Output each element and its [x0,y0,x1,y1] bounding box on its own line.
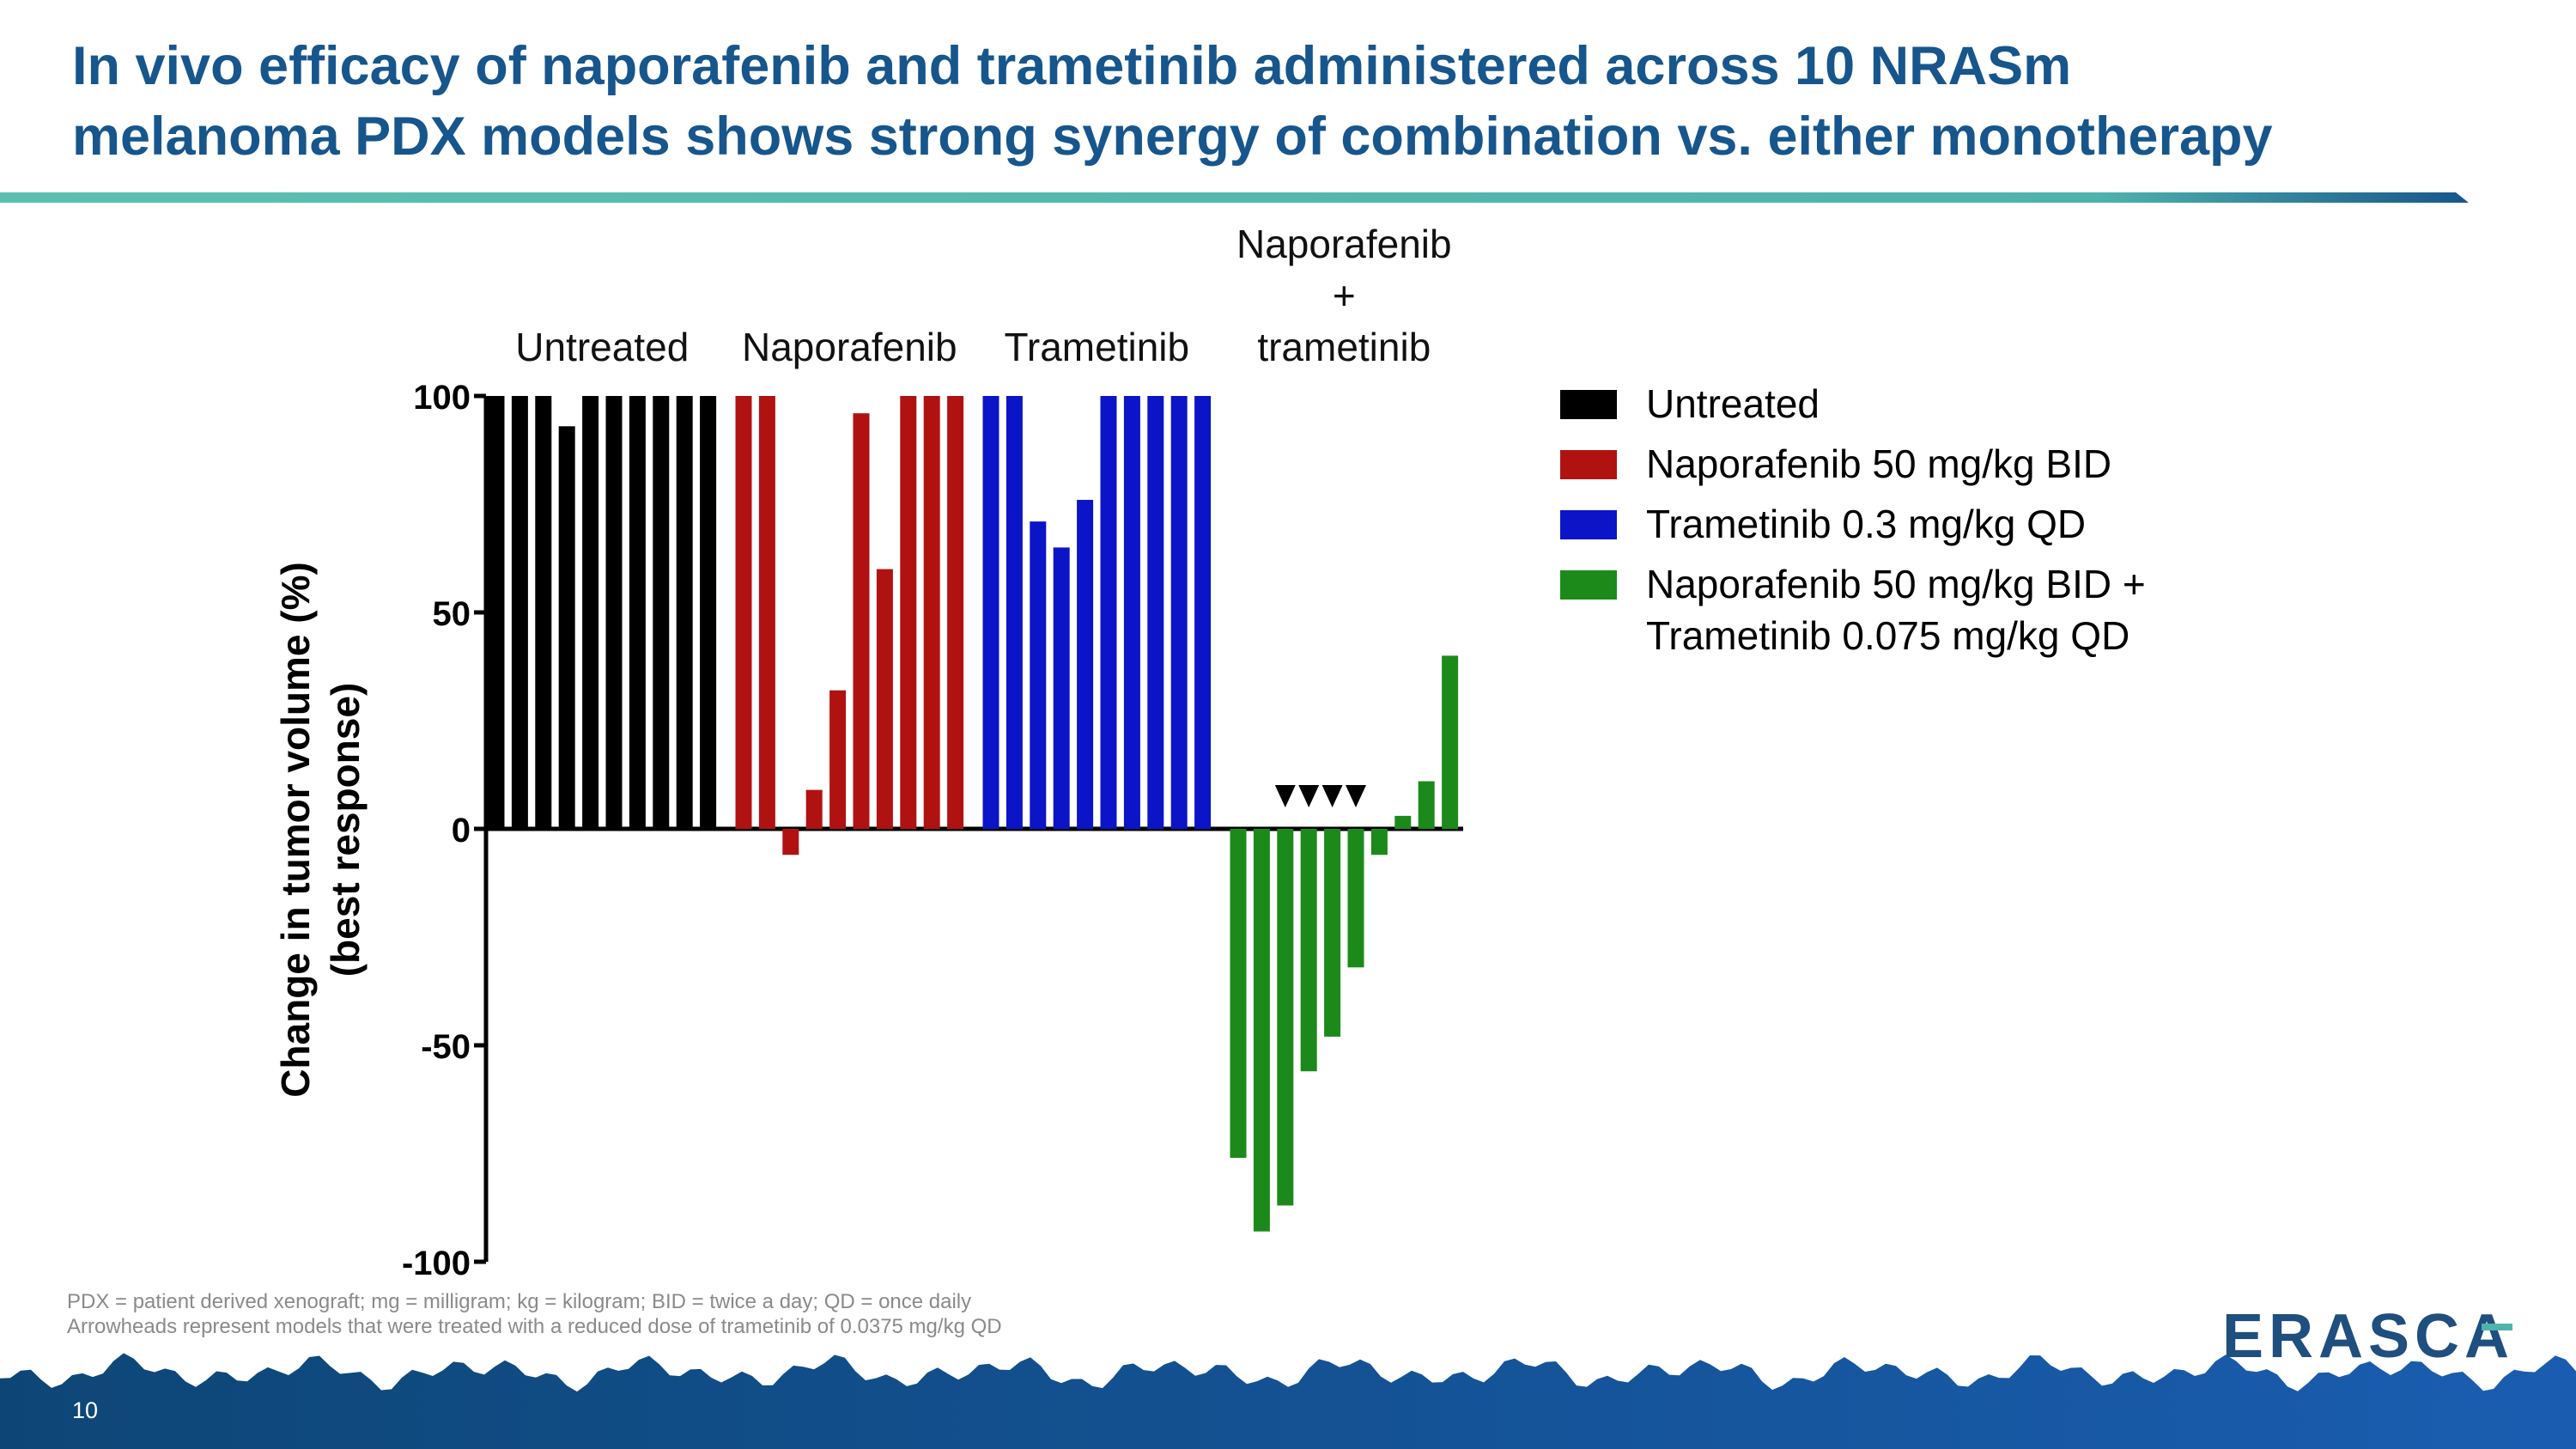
bar [805,789,823,829]
bar [876,569,893,829]
legend-label: Naporafenib 50 mg/kg BID [1646,441,2112,486]
header-rule [0,192,2469,203]
bar [947,396,964,829]
bar [535,396,552,829]
title-line: melanoma PDX models shows strong synergy… [72,107,2273,167]
bar [1370,829,1388,855]
bar [735,396,752,829]
y-axis-label: Change in tumor volume (%) (best response… [273,562,368,1098]
footer-band [0,1353,2576,1449]
bar [829,690,847,829]
bar [629,396,646,829]
legend-swatch [1560,390,1617,419]
group-label: Naporafenib [742,325,957,369]
group-label: Untreated [515,325,689,369]
bar [1300,829,1317,1072]
y-axis-label-line: Change in tumor volume (%) [273,562,318,1098]
legend-entry: Naporafenib 50 mg/kg BID [1560,438,2247,490]
bar [1100,396,1117,829]
bar [676,396,693,829]
bar [1230,829,1247,1159]
legend-swatch [1560,450,1617,479]
bar [1253,829,1270,1232]
legend-entry: Untreated [1560,378,2247,429]
y-tick-label: -50 [421,1028,471,1066]
arrowhead [1321,785,1343,807]
page-number: 10 [72,1397,98,1423]
logo-dash [2482,1324,2512,1330]
bar [853,413,870,829]
y-tick-label: 100 [413,379,471,417]
bar [1194,396,1212,829]
y-tick-label: -100 [402,1245,471,1282]
bar [1442,655,1459,829]
bar [1123,396,1140,829]
bar [982,396,999,829]
footnote: Arrowheads represent models that were tr… [67,1315,1002,1338]
title-line: In vivo efficacy of naporafenib and tram… [72,36,2072,96]
arrowhead [1298,785,1320,807]
y-tick-label: 50 [433,595,471,633]
bar [900,396,917,829]
bar [1277,829,1294,1206]
slide-title: In vivo efficacy of naporafenib and tram… [72,31,2273,172]
bar [1147,396,1164,829]
legend-swatch [1560,510,1617,539]
bar [923,396,940,829]
bar [1394,815,1412,829]
legend-label: Untreated [1646,381,1820,426]
bar [758,396,775,829]
bar [1005,396,1023,829]
bar [1324,829,1341,1037]
bar [1418,781,1435,829]
group-label: Naporafenib [1236,222,1452,266]
y-axis-label-line: (best response) [323,683,368,977]
bar [1077,499,1094,829]
bar [558,426,575,829]
bar [1170,396,1188,829]
legend: Untreated Naporafenib 50 mg/kg BID Trameti… [1560,378,2247,670]
group-label: Trametinib [1005,325,1190,369]
bar [782,829,799,855]
legend-label: Naporafenib 50 mg/kg BID + Trametinib 0.… [1646,562,2146,658]
legend-entry: Naporafenib 50 mg/kg BID + Trametinib 0.… [1560,558,2247,661]
arrowhead [1274,785,1296,807]
legend-label: Trametinib 0.3 mg/kg QD [1646,502,2087,546]
bar [511,396,528,829]
footnote: PDX = patient derived xenograft; mg = mi… [67,1290,972,1313]
bar [605,396,623,829]
group-label: + [1333,273,1356,318]
legend-entry: Trametinib 0.3 mg/kg QD [1560,498,2247,550]
bar [653,396,670,829]
bar [1030,521,1047,829]
bar [582,396,599,829]
y-tick-label: 0 [452,812,471,849]
logo: ERASCA [2222,1302,2514,1371]
legend-swatch [1560,570,1617,600]
bar [1053,547,1070,829]
bar [1347,829,1364,968]
group-label: trametinib [1257,325,1431,369]
arrowhead [1346,785,1366,807]
bar [488,396,505,829]
bar [700,396,717,829]
